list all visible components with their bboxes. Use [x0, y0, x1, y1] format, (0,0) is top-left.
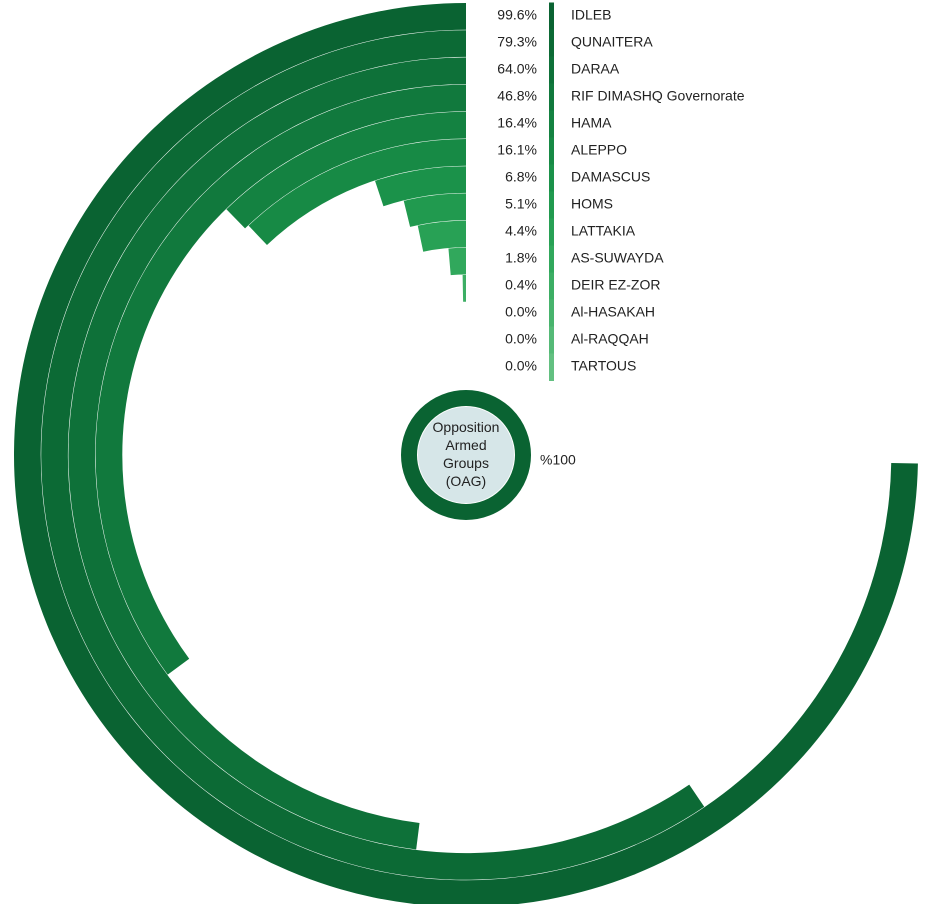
row-marker	[549, 353, 554, 381]
category-label: QUNAITERA	[571, 34, 653, 50]
category-label: TARTOUS	[571, 358, 636, 374]
value-label: 6.8%	[505, 169, 537, 185]
category-label: DAMASCUS	[571, 169, 650, 185]
value-label: 79.3%	[497, 34, 537, 50]
value-label: 16.4%	[497, 115, 537, 131]
radial-bar	[95, 84, 466, 675]
row-marker	[549, 137, 554, 165]
radial-bar	[448, 247, 466, 276]
center-value-label: %100	[540, 452, 576, 468]
row-marker	[549, 56, 554, 84]
row-marker	[549, 326, 554, 354]
category-label: DARAA	[571, 61, 620, 77]
center-label-line: Armed	[445, 437, 486, 453]
value-label: 0.0%	[505, 358, 537, 374]
category-label: DEIR EZ-ZOR	[571, 277, 660, 293]
value-label: 16.1%	[497, 142, 537, 158]
row-marker	[549, 83, 554, 111]
category-label: ALEPPO	[571, 142, 627, 158]
row-marker	[549, 164, 554, 192]
center-label-line: Groups	[443, 455, 489, 471]
value-label: 5.1%	[505, 196, 537, 212]
value-label: 0.0%	[505, 304, 537, 320]
row-marker	[549, 2, 554, 30]
radial-bar	[462, 275, 466, 302]
row-marker	[549, 191, 554, 219]
radial-bar	[226, 111, 466, 229]
row-marker	[549, 110, 554, 138]
radial-bar	[375, 166, 466, 207]
category-label: RIF DIMASHQ Governorate	[571, 88, 745, 104]
category-label: HAMA	[571, 115, 612, 131]
value-label: 0.0%	[505, 331, 537, 347]
center-label-line: Opposition	[433, 419, 500, 435]
center-disc	[418, 407, 514, 503]
category-label: IDLEB	[571, 7, 611, 23]
row-marker	[549, 218, 554, 246]
radial-bar	[417, 220, 466, 252]
center-label-line: (OAG)	[446, 473, 486, 489]
row-marker	[549, 272, 554, 300]
category-label: LATTAKIA	[571, 223, 636, 239]
value-label: 0.4%	[505, 277, 537, 293]
radial-bar	[403, 193, 466, 227]
value-label: 99.6%	[497, 7, 537, 23]
row-marker	[549, 299, 554, 327]
category-label: HOMS	[571, 196, 613, 212]
center-label: Opposition Armed Groups (OAG)	[433, 419, 500, 489]
row-marker	[549, 29, 554, 57]
category-label: Al-HASAKAH	[571, 304, 655, 320]
value-label: 1.8%	[505, 250, 537, 266]
row-marker	[549, 245, 554, 273]
category-label: Al-RAQQAH	[571, 331, 649, 347]
category-label: AS-SUWAYDA	[571, 250, 664, 266]
center-ring	[401, 390, 531, 520]
value-label: 46.8%	[497, 88, 537, 104]
value-label: 4.4%	[505, 223, 537, 239]
value-label: 64.0%	[497, 61, 537, 77]
radial-bar	[248, 139, 466, 246]
